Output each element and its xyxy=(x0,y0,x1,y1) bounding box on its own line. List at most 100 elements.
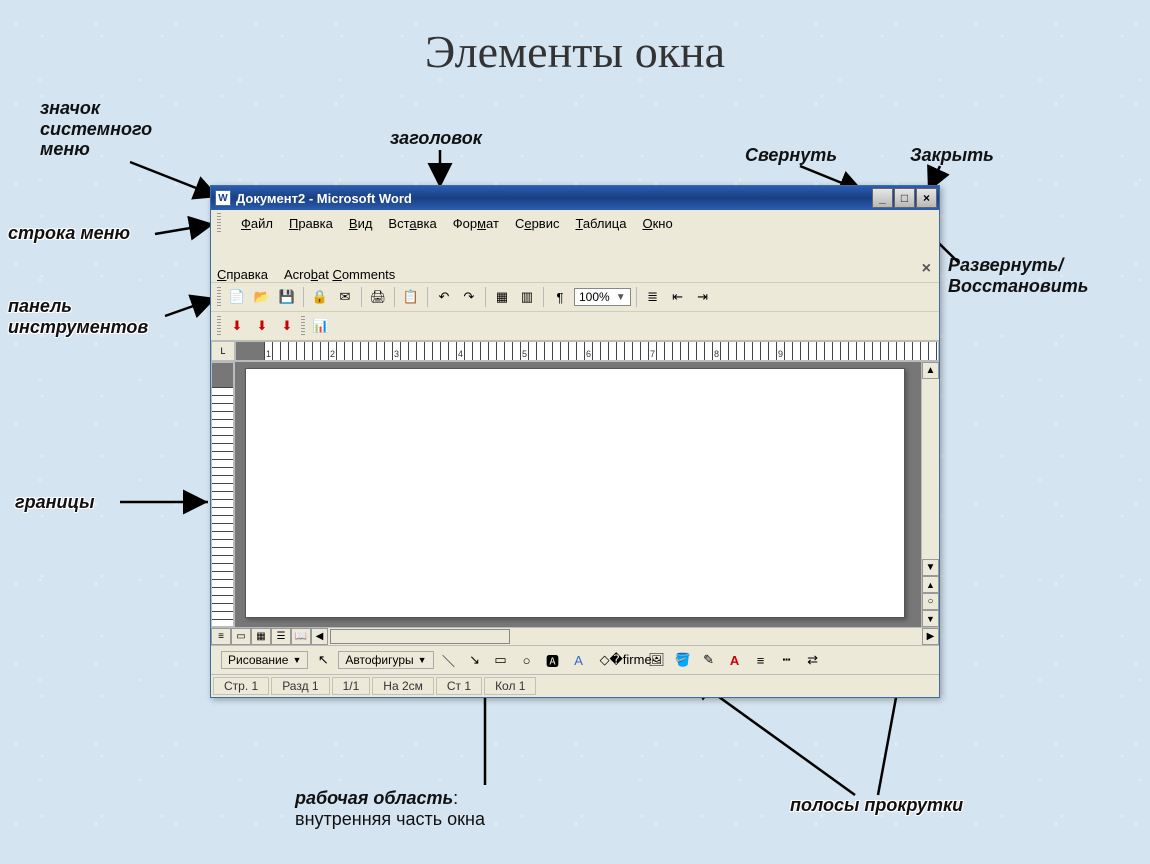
standard-toolbar: 📄 📂 💾 🔒 ✉ 🖨 📋 ↶ ↷ ▦ ▥ ¶ 100% ▼ ≣ ⇤ ⇥ xyxy=(211,282,939,311)
hscroll-thumb[interactable] xyxy=(330,629,510,644)
web-view-icon[interactable]: ▭ xyxy=(231,628,251,645)
menu-tools[interactable]: Сервис xyxy=(515,216,560,231)
vscroll-track[interactable] xyxy=(922,379,939,559)
word-app-icon[interactable]: W xyxy=(215,190,231,206)
paragraph-icon[interactable]: ¶ xyxy=(549,286,571,308)
line-icon[interactable]: ＼ xyxy=(438,649,460,671)
normal-view-icon[interactable]: ≡ xyxy=(211,628,231,645)
mail-icon[interactable]: ✉ xyxy=(334,286,356,308)
menubar: Файл Правка Вид Вставка Формат Сервис Та… xyxy=(211,210,939,282)
prev-page-icon[interactable]: ▲ xyxy=(922,576,939,593)
permission-icon[interactable]: 🔒 xyxy=(309,286,331,308)
vertical-ruler[interactable] xyxy=(211,362,235,627)
wordart-icon[interactable]: A xyxy=(568,649,590,671)
status-line: Ст 1 xyxy=(436,677,482,695)
indent-right-icon[interactable]: ⇥ xyxy=(692,286,714,308)
redo-icon[interactable]: ↷ xyxy=(458,286,480,308)
table-icon[interactable]: ▦ xyxy=(491,286,513,308)
dash-style-icon[interactable]: ┅ xyxy=(776,649,798,671)
hscroll-track[interactable] xyxy=(510,628,922,645)
toolbar-handle[interactable] xyxy=(217,287,221,307)
doc-close-button[interactable]: × xyxy=(922,260,931,278)
open-icon[interactable]: 📂 xyxy=(251,286,273,308)
label-close: Закрыть xyxy=(910,145,994,166)
hscroll-row: ≡ ▭ ▦ ☰ 📖 ◀ ▶ xyxy=(211,627,939,645)
status-page: Стр. 1 xyxy=(213,677,269,695)
scroll-right-icon[interactable]: ▶ xyxy=(922,628,939,645)
indent-left-icon[interactable]: ⇤ xyxy=(667,286,689,308)
zoom-value: 100% xyxy=(579,290,610,304)
copy-icon[interactable]: 📋 xyxy=(400,286,422,308)
list-icon[interactable]: ≣ xyxy=(642,286,664,308)
slide-title: Элементы окна xyxy=(425,25,725,78)
close-button[interactable]: × xyxy=(916,188,937,208)
maximize-button[interactable]: □ xyxy=(894,188,915,208)
page[interactable] xyxy=(245,368,905,618)
print-icon[interactable]: 🖨 xyxy=(367,286,389,308)
undo-icon[interactable]: ↶ xyxy=(433,286,455,308)
autoshapes-menu[interactable]: Автофигуры ▼ xyxy=(338,651,433,669)
browse-object-icon[interactable]: ○ xyxy=(922,593,939,610)
print-view-icon[interactable]: ▦ xyxy=(251,628,271,645)
columns-icon[interactable]: ▥ xyxy=(516,286,538,308)
draw-menu[interactable]: Рисование ▼ xyxy=(221,651,308,669)
font-color-icon[interactable]: A xyxy=(724,649,746,671)
menu-acrobat[interactable]: Acrobat Comments xyxy=(284,267,395,282)
work-area[interactable] xyxy=(235,362,921,627)
rect-icon[interactable]: ▭ xyxy=(490,649,512,671)
textbox-icon[interactable]: 🅰 xyxy=(542,649,564,671)
label-toolbar: панельинструментов xyxy=(8,296,148,337)
status-section: Разд 1 xyxy=(271,677,329,695)
label-title: заголовок xyxy=(390,128,482,149)
menu-help[interactable]: Справка xyxy=(217,267,268,282)
minimize-button[interactable]: _ xyxy=(872,188,893,208)
ruler-corner[interactable]: L xyxy=(211,341,235,361)
scroll-up-icon[interactable]: ▲ xyxy=(922,362,939,379)
zoom-dropdown-icon[interactable]: ▼ xyxy=(616,292,626,303)
scroll-down-icon[interactable]: ▼ xyxy=(922,559,939,576)
label-scrollbars: полосы прокрутки xyxy=(790,795,963,816)
fill-color-icon[interactable]: 🪣 xyxy=(672,649,694,671)
menu-window[interactable]: Окно xyxy=(642,216,672,231)
toolbar2b-handle[interactable] xyxy=(301,316,305,336)
clipart-icon[interactable]: �firme xyxy=(620,649,642,671)
reading-view-icon[interactable]: 📖 xyxy=(291,628,311,645)
titlebar[interactable]: W Документ2 - Microsoft Word _ □ × xyxy=(211,186,939,210)
menubar-handle[interactable] xyxy=(217,213,221,233)
pdf-icon-1[interactable]: ⬇ xyxy=(226,315,248,337)
next-page-icon[interactable]: ▼ xyxy=(922,610,939,627)
pdf-icon-3[interactable]: ⬇ xyxy=(276,315,298,337)
menu-edit[interactable]: Правка xyxy=(289,216,333,231)
menu-format[interactable]: Формат xyxy=(453,216,499,231)
menu-file[interactable]: Файл xyxy=(241,216,273,231)
select-icon[interactable]: ↖ xyxy=(312,649,334,671)
pdf-icon-2[interactable]: ⬇ xyxy=(251,315,273,337)
menu-insert[interactable]: Вставка xyxy=(388,216,436,231)
menu-view[interactable]: Вид xyxy=(349,216,373,231)
label-minimize: Свернуть xyxy=(745,145,837,166)
new-doc-icon[interactable]: 📄 xyxy=(226,286,248,308)
vertical-scrollbar[interactable]: ▲ ▼ ▲ ○ ▼ xyxy=(921,362,939,627)
status-pages: 1/1 xyxy=(332,677,371,695)
picture-icon[interactable]: 🖼 xyxy=(646,649,668,671)
arrow-style-icon[interactable]: ⇄ xyxy=(802,649,824,671)
horizontal-scrollbar[interactable]: ◀ ▶ xyxy=(311,628,939,645)
label-maximize: Развернуть/Восстановить xyxy=(948,255,1088,296)
menu-table[interactable]: Таблица xyxy=(575,216,626,231)
outline-view-icon[interactable]: ☰ xyxy=(271,628,291,645)
horizontal-ruler[interactable]: 123456789 xyxy=(235,341,939,361)
document-body: ▲ ▼ ▲ ○ ▼ xyxy=(211,361,939,627)
save-icon[interactable]: 💾 xyxy=(276,286,298,308)
chart-icon[interactable]: 📊 xyxy=(310,315,332,337)
line-style-icon[interactable]: ≡ xyxy=(750,649,772,671)
label-workarea: рабочая область:внутренняя часть окна xyxy=(295,788,485,829)
statusbar: Стр. 1 Разд 1 1/1 На 2см Ст 1 Кол 1 xyxy=(211,674,939,697)
oval-icon[interactable]: ○ xyxy=(516,649,538,671)
zoom-combo[interactable]: 100% ▼ xyxy=(574,288,631,306)
word-window: W Документ2 - Microsoft Word _ □ × Файл … xyxy=(210,185,940,698)
label-menubar: строка меню xyxy=(8,223,130,244)
arrow-icon[interactable]: ↘ xyxy=(464,649,486,671)
toolbar2-handle[interactable] xyxy=(217,316,221,336)
scroll-left-icon[interactable]: ◀ xyxy=(311,628,328,645)
line-color-icon[interactable]: ✎ xyxy=(698,649,720,671)
